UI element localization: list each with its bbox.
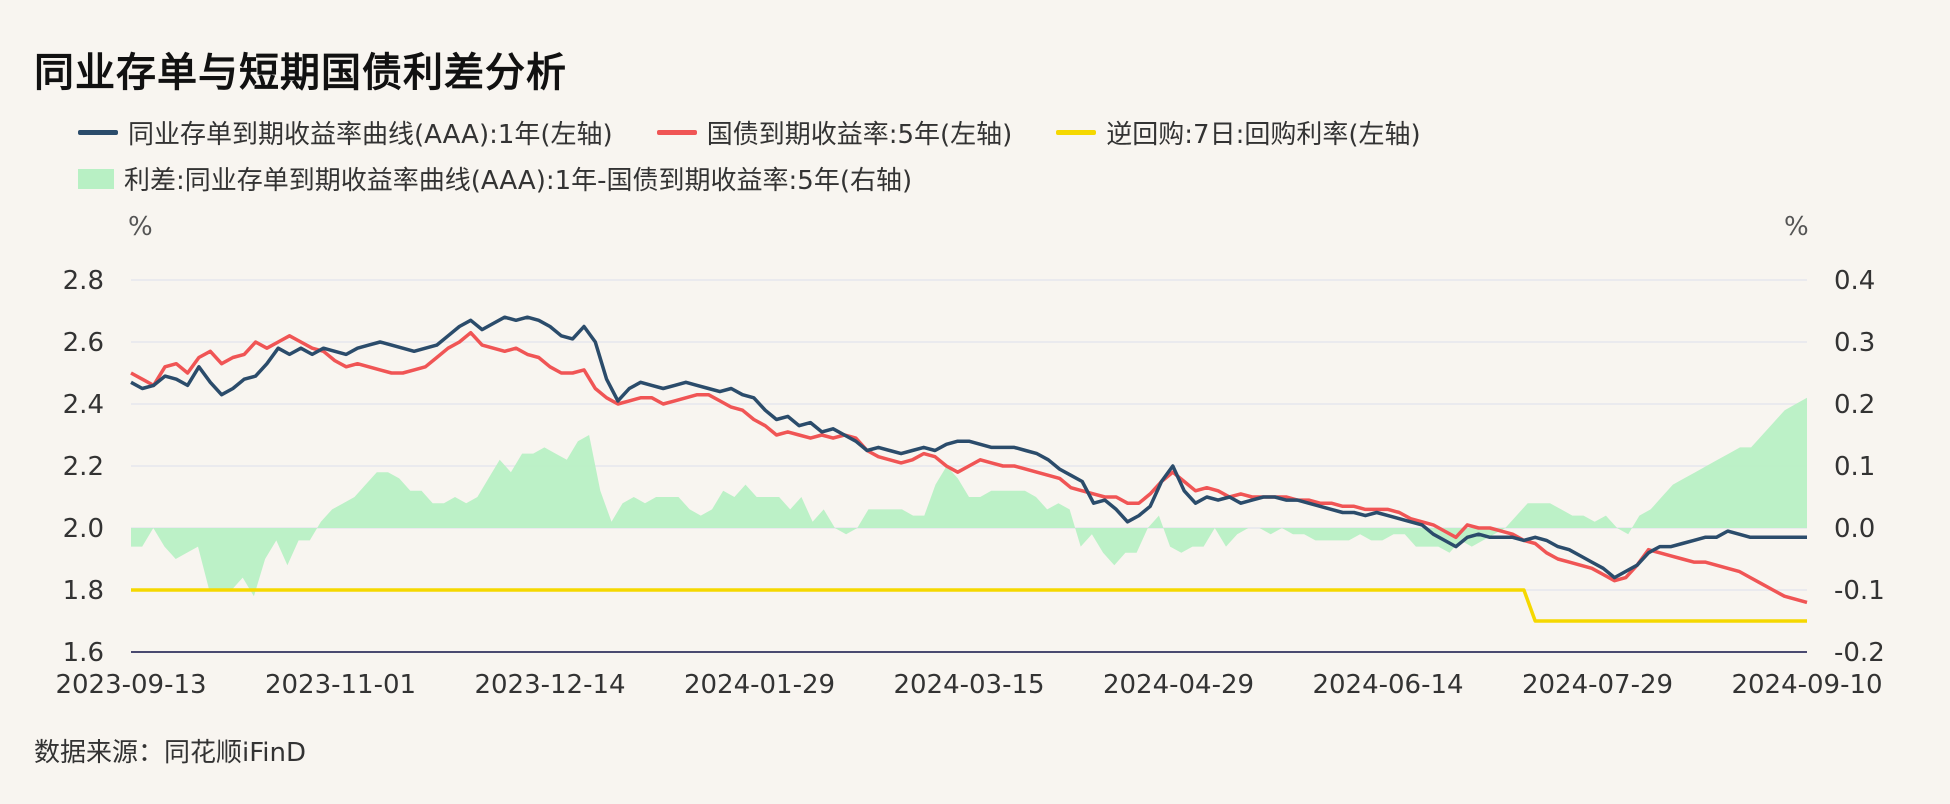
ncd-yield-line bbox=[130, 315, 1807, 580]
y-left-tick-label: 2.8 bbox=[63, 266, 104, 296]
y-right-tick-label: -0.1 bbox=[1834, 576, 1885, 606]
y-right-tick-label: 0.1 bbox=[1834, 452, 1875, 482]
legend-row-1: 同业存单到期收益率曲线(AAA):1年(左轴) 国债到期收益率:5年(左轴) 逆… bbox=[78, 114, 1465, 151]
spread-area bbox=[131, 397, 1807, 597]
x-tick-label: 2023-11-01 bbox=[265, 670, 416, 700]
y-left-tick-label: 1.8 bbox=[63, 576, 104, 606]
y-right-tick-label: -0.2 bbox=[1834, 638, 1885, 668]
legend-swatch-ncd bbox=[78, 130, 118, 135]
bond-yield-line bbox=[130, 330, 1808, 605]
y-left-tick-label: 2.0 bbox=[63, 514, 104, 544]
y-right-tick-label: 0.2 bbox=[1834, 390, 1875, 420]
x-tick-label: 2024-04-29 bbox=[1103, 670, 1254, 700]
y-right-tick-label: 0.4 bbox=[1834, 266, 1875, 296]
legend-item-bond[interactable]: 国债到期收益率:5年(左轴) bbox=[656, 114, 1013, 151]
y-left-tick-label: 2.6 bbox=[63, 328, 104, 358]
legend-item-spread[interactable]: 利差:同业存单到期收益率曲线(AAA):1年-国债到期收益率:5年(右轴) bbox=[78, 160, 912, 197]
x-tick-label: 2024-03-15 bbox=[893, 670, 1044, 700]
legend-row-2: 利差:同业存单到期收益率曲线(AAA):1年-国债到期收益率:5年(右轴) bbox=[78, 160, 956, 197]
legend-label-ncd: 同业存单到期收益率曲线(AAA):1年(左轴) bbox=[128, 120, 613, 150]
x-tick-label: 2024-07-29 bbox=[1522, 670, 1673, 700]
legend-swatch-repo bbox=[1056, 130, 1097, 135]
chart-title: 同业存单与短期国债利差分析 bbox=[34, 50, 567, 96]
x-tick-label: 2024-06-14 bbox=[1312, 670, 1463, 700]
repo-rate-line bbox=[131, 588, 1807, 623]
legend-swatch-spread bbox=[78, 168, 114, 189]
y-left-tick-label: 2.2 bbox=[63, 452, 104, 482]
legend-label-repo: 逆回购:7日:回购利率(左轴) bbox=[1106, 120, 1421, 150]
legend-item-ncd[interactable]: 同业存单到期收益率曲线(AAA):1年(左轴) bbox=[78, 114, 613, 151]
right-axis-unit: % bbox=[1784, 212, 1809, 242]
x-tick-label: 2024-01-29 bbox=[684, 670, 835, 700]
legend-swatch-bond bbox=[656, 130, 697, 135]
data-source: 数据来源：同花顺iFinD bbox=[34, 738, 307, 768]
left-axis-unit: % bbox=[128, 212, 153, 242]
legend-label-spread: 利差:同业存单到期收益率曲线(AAA):1年-国债到期收益率:5年(右轴) bbox=[124, 166, 913, 196]
x-tick-label: 2023-09-13 bbox=[55, 670, 206, 700]
x-tick-label: 2023-12-14 bbox=[474, 670, 625, 700]
y-right-tick-label: 0.0 bbox=[1834, 514, 1875, 544]
x-tick-label: 2024-09-10 bbox=[1731, 670, 1882, 700]
y-left-tick-label: 2.4 bbox=[63, 390, 104, 420]
y-left-tick-label: 1.6 bbox=[63, 638, 104, 668]
legend-item-repo[interactable]: 逆回购:7日:回购利率(左轴) bbox=[1056, 114, 1421, 151]
legend-label-bond: 国债到期收益率:5年(左轴) bbox=[706, 120, 1013, 150]
y-right-tick-label: 0.3 bbox=[1834, 328, 1875, 358]
